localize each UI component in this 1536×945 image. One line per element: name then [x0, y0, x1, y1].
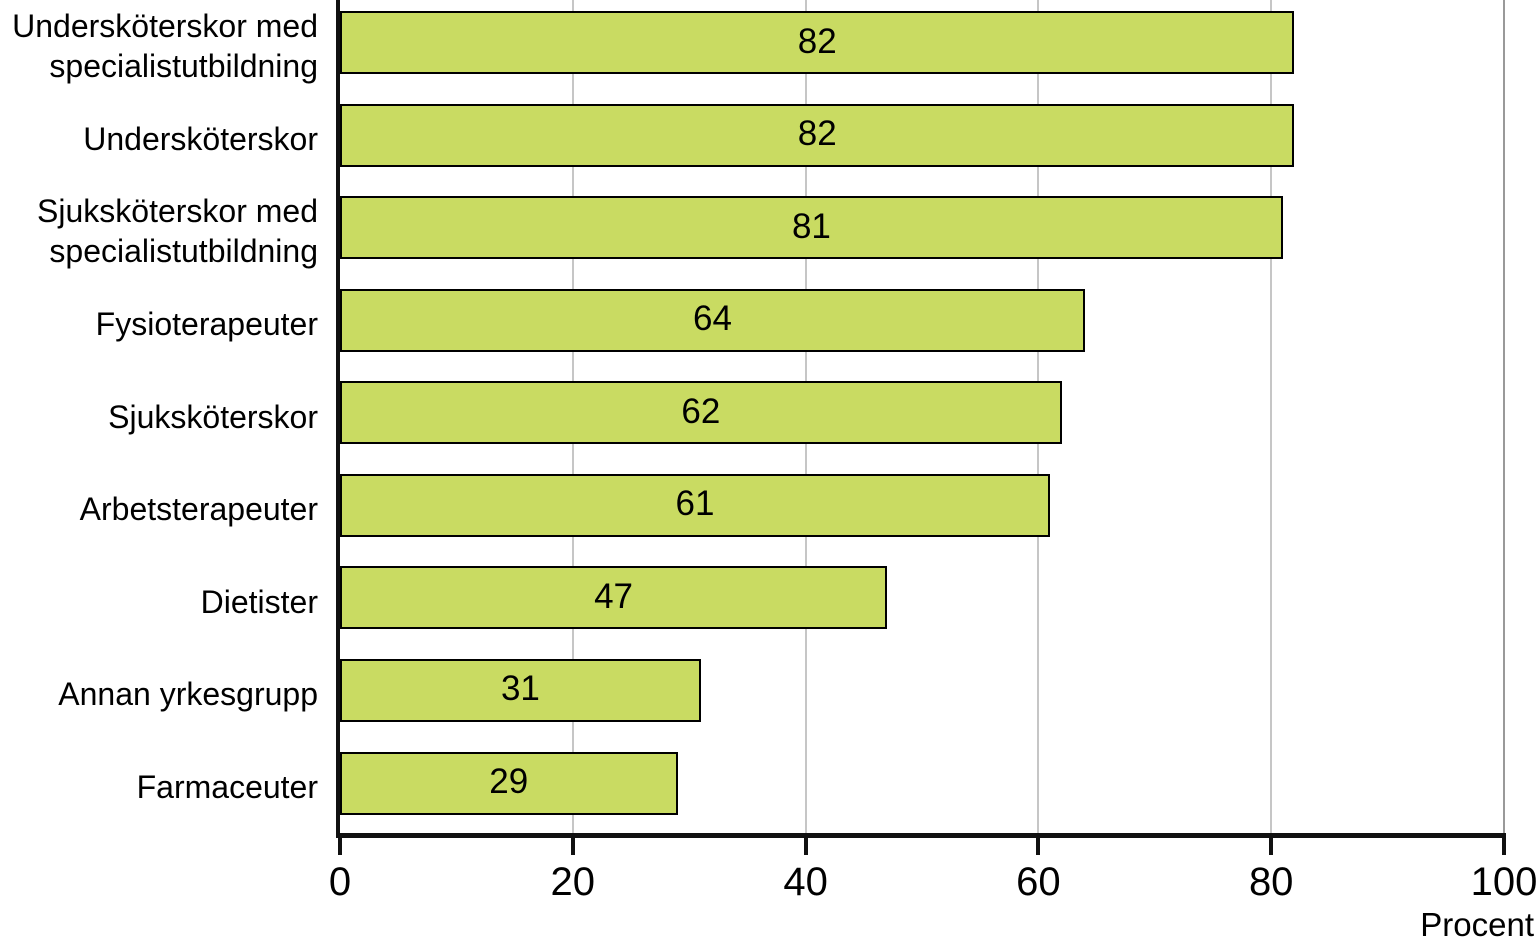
chart-row: Dietister 47: [0, 555, 1504, 648]
bar-track: 81: [340, 185, 1504, 278]
category-label: Fysioterapeuter: [95, 305, 318, 342]
bar-track: 64: [340, 278, 1504, 371]
bar-track: 47: [340, 555, 1504, 648]
category-label: Sjuksköterskor: [108, 398, 318, 435]
bar-track: 31: [340, 648, 1504, 741]
tick-label: 80: [1248, 860, 1294, 904]
bar-value-label: 47: [594, 576, 633, 616]
category-label: Arbetsterapeuter: [79, 491, 318, 528]
x-axis-line: [336, 833, 1506, 838]
y-axis-line: [336, 0, 340, 838]
chart-row: Arbetsterapeuter 61: [0, 463, 1504, 556]
chart-rows: Undersköterskor med specialistutbildning…: [0, 0, 1504, 834]
chart-row: Undersköterskor 82: [0, 93, 1504, 186]
gridline: [1503, 0, 1505, 833]
chart-row: Sjuksköterskor med specialistutbildning …: [0, 185, 1504, 278]
bar: 62: [340, 381, 1062, 445]
tick-label: 0: [328, 860, 352, 904]
tick-label: 60: [1016, 860, 1061, 904]
chart-row: Undersköterskor med specialistutbildning…: [0, 0, 1504, 93]
chart-row: Fysioterapeuter 64: [0, 278, 1504, 371]
bar: 29: [340, 751, 678, 815]
bar: 31: [340, 658, 701, 722]
tick-mark: [570, 838, 575, 855]
bar: 82: [340, 11, 1295, 74]
chart-row: Sjuksköterskor 62: [0, 370, 1504, 463]
bar: 47: [340, 566, 888, 630]
chart-row: Annan yrkesgrupp 31: [0, 648, 1504, 741]
bar-track: 61: [340, 463, 1504, 556]
tick-label: 100: [1470, 860, 1536, 904]
gridline: [1270, 0, 1273, 833]
bar-value-label: 81: [791, 206, 831, 246]
bar: 82: [340, 103, 1295, 167]
tick-mark: [803, 838, 808, 855]
bar-track: 82: [340, 93, 1504, 186]
bar-value-label: 82: [797, 21, 837, 61]
bar-track: 29: [340, 741, 1504, 834]
category-label: Undersköterskor: [83, 120, 318, 157]
category-label: Dietister: [200, 583, 318, 620]
bar-track: 82: [340, 0, 1504, 93]
bar-value-label: 31: [500, 669, 540, 709]
tick-mark: [338, 838, 342, 855]
bar-value-label: 29: [489, 762, 529, 801]
bar: 81: [340, 196, 1283, 260]
bar: 64: [340, 288, 1085, 352]
bar-value-label: 64: [693, 299, 732, 339]
category-label: Undersköterskor med specialistutbildning: [12, 8, 318, 85]
tick-mark: [1269, 838, 1274, 855]
bar-value-label: 62: [681, 391, 721, 431]
tick-mark: [1502, 838, 1506, 855]
category-label: Sjuksköterskor med specialistutbildning: [37, 193, 318, 270]
chart-row: Farmaceuter 29: [0, 741, 1504, 834]
x-axis-title: Procent: [1420, 906, 1534, 943]
category-label: Annan yrkesgrupp: [58, 676, 318, 713]
bar-value-label: 61: [675, 484, 715, 524]
tick-label: 40: [783, 860, 828, 904]
bar-track: 62: [340, 370, 1504, 463]
tick-mark: [1036, 838, 1041, 855]
category-label: Farmaceuter: [136, 768, 318, 805]
x-axis-ticks: 0 20 40 60 80 100: [329, 833, 1536, 943]
bar-value-label: 82: [797, 114, 837, 154]
tick-label: 20: [550, 860, 596, 904]
bar: 61: [340, 473, 1051, 537]
